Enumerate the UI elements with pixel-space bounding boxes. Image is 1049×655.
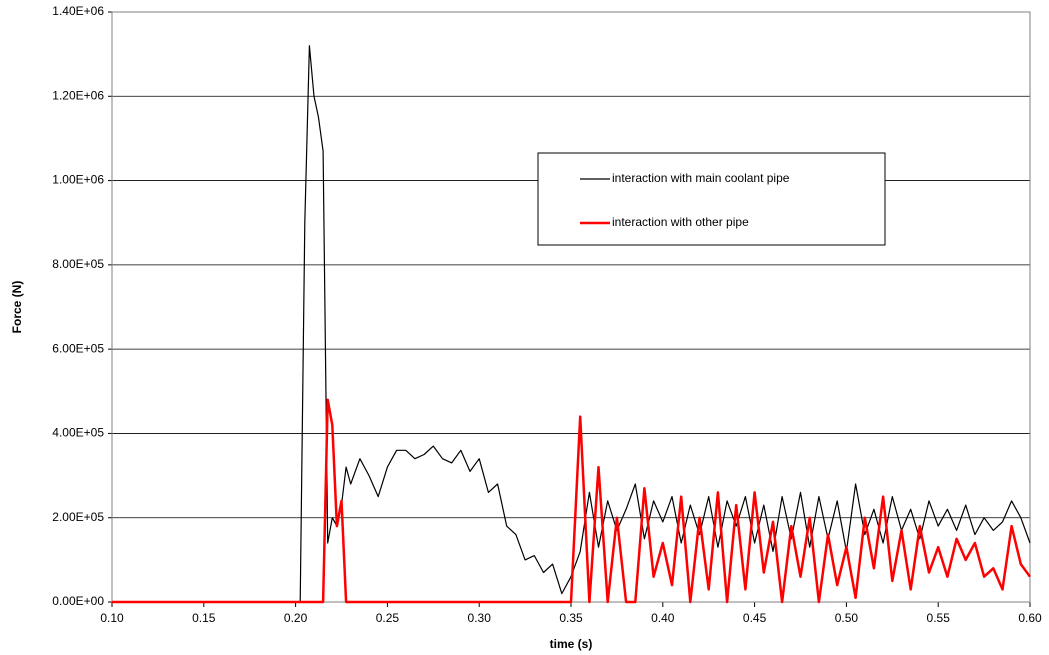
plot-border (111, 11, 1031, 603)
x-axis-label: time (s) (550, 637, 593, 651)
y-tick-label: 4.00E+05 (52, 426, 104, 440)
x-tick-label: 0.60 (1018, 611, 1042, 625)
x-tick-label: 0.15 (192, 611, 216, 625)
legend-label: interaction with main coolant pipe (612, 171, 790, 185)
y-tick-label: 1.20E+06 (52, 88, 104, 102)
series-line (112, 45, 1031, 603)
x-tick-label: 0.20 (284, 611, 308, 625)
y-tick-label: 2.00E+05 (52, 510, 104, 524)
y-tick-label: 6.00E+05 (52, 341, 104, 355)
x-tick-label: 0.40 (651, 611, 675, 625)
y-tick-label: 8.00E+05 (52, 257, 104, 271)
x-tick-label: 0.45 (743, 611, 767, 625)
y-tick-label: 0.00E+00 (52, 594, 104, 608)
y-tick-label: 1.00E+06 (52, 173, 104, 187)
x-tick-label: 0.50 (835, 611, 859, 625)
y-tick-label: 1.40E+06 (52, 4, 104, 18)
series-line (112, 398, 1032, 604)
x-tick-label: 0.55 (927, 611, 951, 625)
x-tick-label: 0.25 (376, 611, 400, 625)
x-tick-label: 0.30 (468, 611, 492, 625)
x-tick-label: 0.35 (559, 611, 583, 625)
legend-box (537, 152, 886, 246)
x-tick-label: 0.10 (100, 611, 124, 625)
y-axis-label: Force (N) (10, 281, 24, 334)
legend-label: interaction with other pipe (612, 215, 749, 229)
